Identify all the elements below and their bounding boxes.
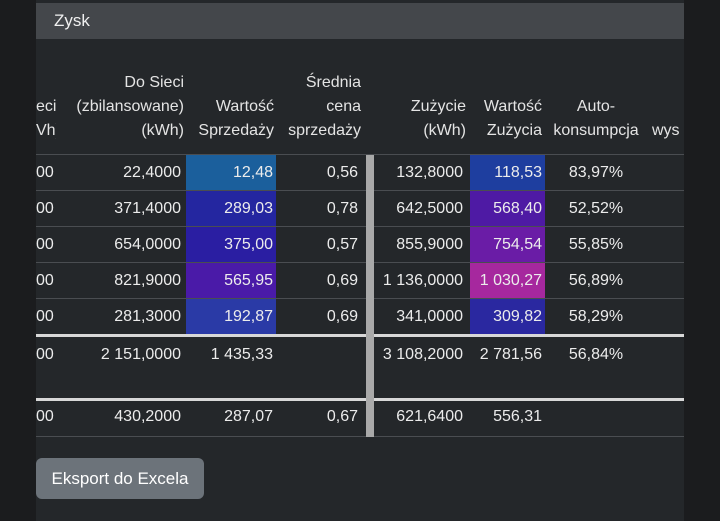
header-autokonsumpcja-line2: konsumpcja <box>553 122 639 139</box>
cell-c2: 289,03 <box>186 191 276 226</box>
cell-c1: 2 151,0000 <box>100 346 181 363</box>
row-separator <box>36 262 684 263</box>
cell-c4: 621,6400 <box>396 408 463 425</box>
cell-c4: 855,9000 <box>396 236 463 253</box>
header-zuzycie-line1: Zużycie <box>410 98 466 115</box>
cell-c0: 00 <box>36 236 54 253</box>
header-do-sieci-line2: (zbilansowane) <box>76 98 184 115</box>
header-srednia-cena-line1: Średnia <box>305 74 361 91</box>
cell-c2: 12,48 <box>186 155 276 190</box>
averages-separator <box>36 398 684 401</box>
cell-c6: 58,29% <box>568 308 624 325</box>
cell-c0: 00 <box>36 408 54 425</box>
cell-c6: 56,89% <box>568 272 624 289</box>
header-zuzycie-line2: (kWh) <box>423 122 466 139</box>
header-autokonsumpcja-line1: Auto- <box>576 98 616 115</box>
header-col7: wys <box>652 119 684 143</box>
section-header: Zysk <box>36 3 684 39</box>
header-col7-line1: wys <box>652 122 680 139</box>
content-panel <box>36 0 684 521</box>
header-zuzycie: Zużycie (kWh) <box>376 95 466 143</box>
cell-c1: 281,3000 <box>114 308 181 325</box>
cell-c5: 118,53 <box>470 155 545 190</box>
header-col0-line2: Vh) <box>36 122 56 139</box>
header-do-sieci-line3: (kWh) <box>141 122 184 139</box>
cell-c4: 642,5000 <box>396 200 463 217</box>
header-wartosc-sprzedazy-line2: Sprzedaży <box>198 122 274 139</box>
cell-c1: 654,0000 <box>114 236 181 253</box>
table-bottom-line <box>36 436 684 437</box>
header-srednia-cena-line2: cena <box>326 98 361 115</box>
cell-c3 <box>276 337 361 372</box>
cell-c6: 56,84% <box>568 346 624 363</box>
cell-c0: 00 <box>36 272 54 289</box>
cell-c6 <box>546 399 646 434</box>
section-title: Zysk <box>54 11 90 30</box>
cell-c1: 430,2000 <box>114 408 181 425</box>
header-wartosc-sprzedazy: Wartość Sprzedaży <box>186 95 274 143</box>
header-wartosc-zuzycia-line2: Zużycia <box>486 122 542 139</box>
cell-c1: 22,4000 <box>123 164 181 181</box>
header-col0-line1: eci <box>36 98 56 115</box>
header-col0: eci Vh) <box>36 95 56 143</box>
cell-c5: 754,54 <box>470 227 545 262</box>
cell-c1: 371,4000 <box>114 200 181 217</box>
header-separator <box>36 154 684 155</box>
totals-separator <box>36 334 684 337</box>
cell-c3: 0,69 <box>326 272 358 289</box>
cell-c5: 556,31 <box>493 408 542 425</box>
header-autokonsumpcja: Auto- konsumpcja <box>546 95 646 143</box>
cell-c5: 309,82 <box>470 299 545 334</box>
export-excel-button[interactable]: Eksport do Excela <box>36 458 204 499</box>
cell-c6: 55,85% <box>568 236 624 253</box>
header-srednia-cena: Średnia cena sprzedaży <box>276 71 361 143</box>
cell-c2: 192,87 <box>186 299 276 334</box>
cell-c2: 565,95 <box>186 263 276 298</box>
row-separator <box>36 190 684 191</box>
cell-c4: 132,8000 <box>396 164 463 181</box>
cell-c1: 821,9000 <box>114 272 181 289</box>
cell-c2: 375,00 <box>186 227 276 262</box>
cell-c0: 00 <box>36 164 54 181</box>
cell-c5: 2 781,56 <box>479 346 542 363</box>
header-wartosc-zuzycia: Wartość Zużycia <box>470 95 542 143</box>
cell-c3: 0,78 <box>326 200 358 217</box>
cell-c3: 0,57 <box>326 236 358 253</box>
cell-c6: 52,52% <box>568 200 624 217</box>
cell-c5: 568,40 <box>470 191 545 226</box>
header-wartosc-zuzycia-line1: Wartość <box>483 98 542 115</box>
row-separator <box>36 226 684 227</box>
cell-c2: 1 435,33 <box>210 346 273 363</box>
header-do-sieci: Do Sieci (zbilansowane) (kWh) <box>56 71 184 143</box>
row-separator <box>36 298 684 299</box>
cell-c2: 287,07 <box>224 408 273 425</box>
cell-c3: 0,56 <box>326 164 358 181</box>
column-divider <box>366 155 374 437</box>
cell-c5: 1 030,27 <box>470 263 545 298</box>
cell-c6: 83,97% <box>568 164 624 181</box>
header-do-sieci-line1: Do Sieci <box>124 74 184 91</box>
cell-c0: 00 <box>36 200 54 217</box>
cell-c3: 0,69 <box>326 308 358 325</box>
cell-c0: 00 <box>36 308 54 325</box>
cell-c0: 00 <box>36 346 54 363</box>
cell-c4: 3 108,2000 <box>382 346 463 363</box>
cell-c3: 0,67 <box>326 408 358 425</box>
cell-c4: 341,0000 <box>396 308 463 325</box>
header-srednia-cena-line3: sprzedaży <box>288 122 361 139</box>
header-wartosc-sprzedazy-line1: Wartość <box>215 98 274 115</box>
cell-c4: 1 136,0000 <box>382 272 463 289</box>
